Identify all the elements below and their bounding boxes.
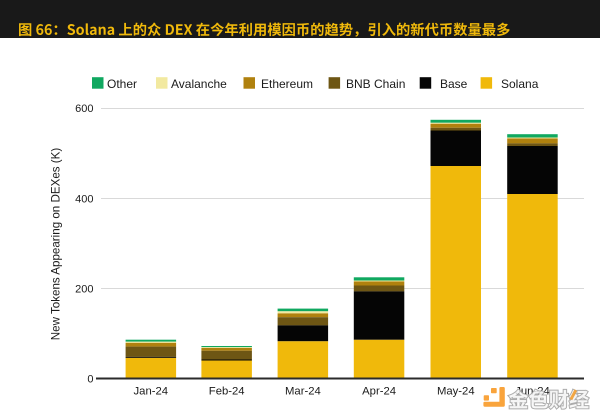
svg-text:Feb-24: Feb-24 [209, 386, 245, 398]
svg-text:Ethereum: Ethereum [261, 77, 313, 91]
svg-text:Solana: Solana [501, 77, 539, 91]
svg-text:Other: Other [107, 77, 137, 91]
svg-text:Base: Base [440, 77, 468, 91]
svg-text:Jan-24: Jan-24 [134, 386, 169, 398]
svg-text:200: 200 [75, 283, 93, 295]
svg-text:May-24: May-24 [437, 386, 475, 398]
svg-text:600: 600 [75, 103, 93, 115]
svg-text:Mar-24: Mar-24 [285, 386, 321, 398]
svg-text:BNB Chain: BNB Chain [346, 77, 405, 91]
svg-text:New Tokens Appearing on DEXes: New Tokens Appearing on DEXes (K) [50, 148, 63, 341]
svg-text:0: 0 [87, 373, 93, 385]
svg-text:Avalanche: Avalanche [171, 77, 227, 91]
svg-text:400: 400 [75, 193, 93, 205]
svg-text:Apr-24: Apr-24 [362, 386, 396, 398]
